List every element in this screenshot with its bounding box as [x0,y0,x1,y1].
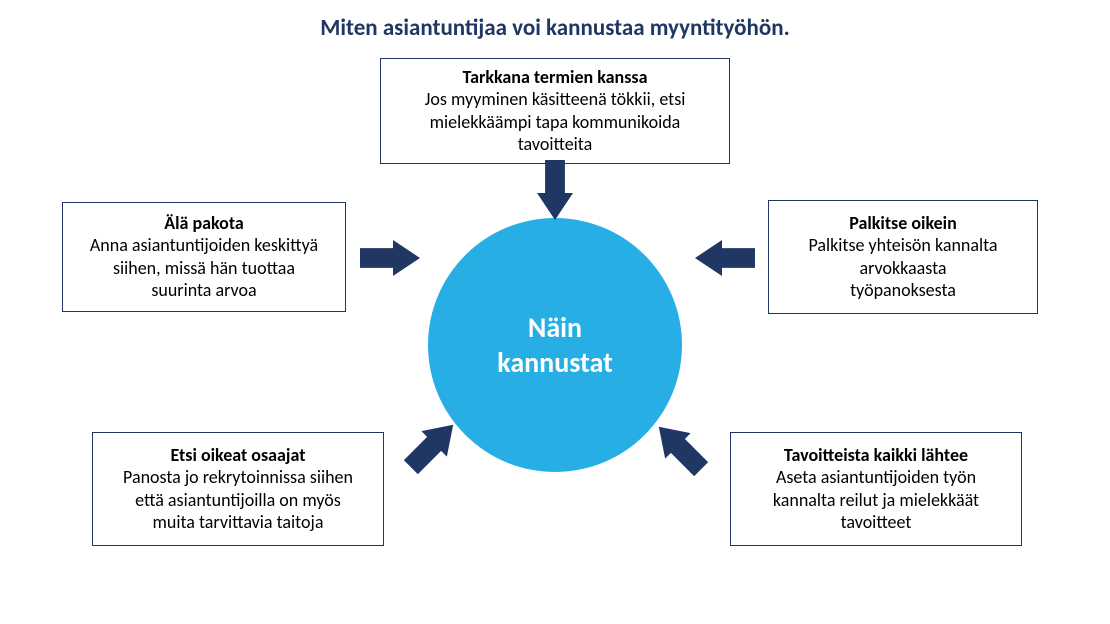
page-title: Miten asiantuntijaa voi kannustaa myynti… [0,14,1110,42]
center-circle-label: Näin kannustat [497,310,613,380]
box-heading: Tavoitteista kaikki lähtee [784,444,968,466]
center-circle: Näin kannustat [428,218,682,472]
box-body: Aseta asiantuntijoiden työn kannalta rei… [773,466,979,534]
box-body: Jos myyminen käsitteenä tökkii, etsi mie… [425,88,686,156]
box-top: Tarkkana termien kanssaJos myyminen käsi… [380,58,730,164]
box-left: Älä pakotaAnna asiantuntijoiden keskitty… [62,202,346,312]
arrow-right [695,240,755,276]
box-heading: Palkitse oikein [849,212,957,234]
arrow-left [360,240,420,276]
arrow-bottom-right [646,414,714,482]
box-body: Anna asiantuntijoiden keskittyä siihen, … [90,234,318,302]
box-bottom-right: Tavoitteista kaikki lähteeAseta asiantun… [730,432,1022,546]
box-bottom-left: Etsi oikeat osaajatPanosta jo rekrytoinn… [92,432,384,546]
box-heading: Älä pakota [164,212,244,234]
arrow-top [537,160,573,220]
box-body: Panosta jo rekrytoinnissa siihen että as… [123,466,353,534]
box-right: Palkitse oikeinPalkitse yhteisön kannalt… [768,200,1038,314]
box-heading: Tarkkana termien kanssa [463,66,648,88]
box-body: Palkitse yhteisön kannalta arvokkaasta t… [808,234,997,302]
box-heading: Etsi oikeat osaajat [171,444,306,466]
